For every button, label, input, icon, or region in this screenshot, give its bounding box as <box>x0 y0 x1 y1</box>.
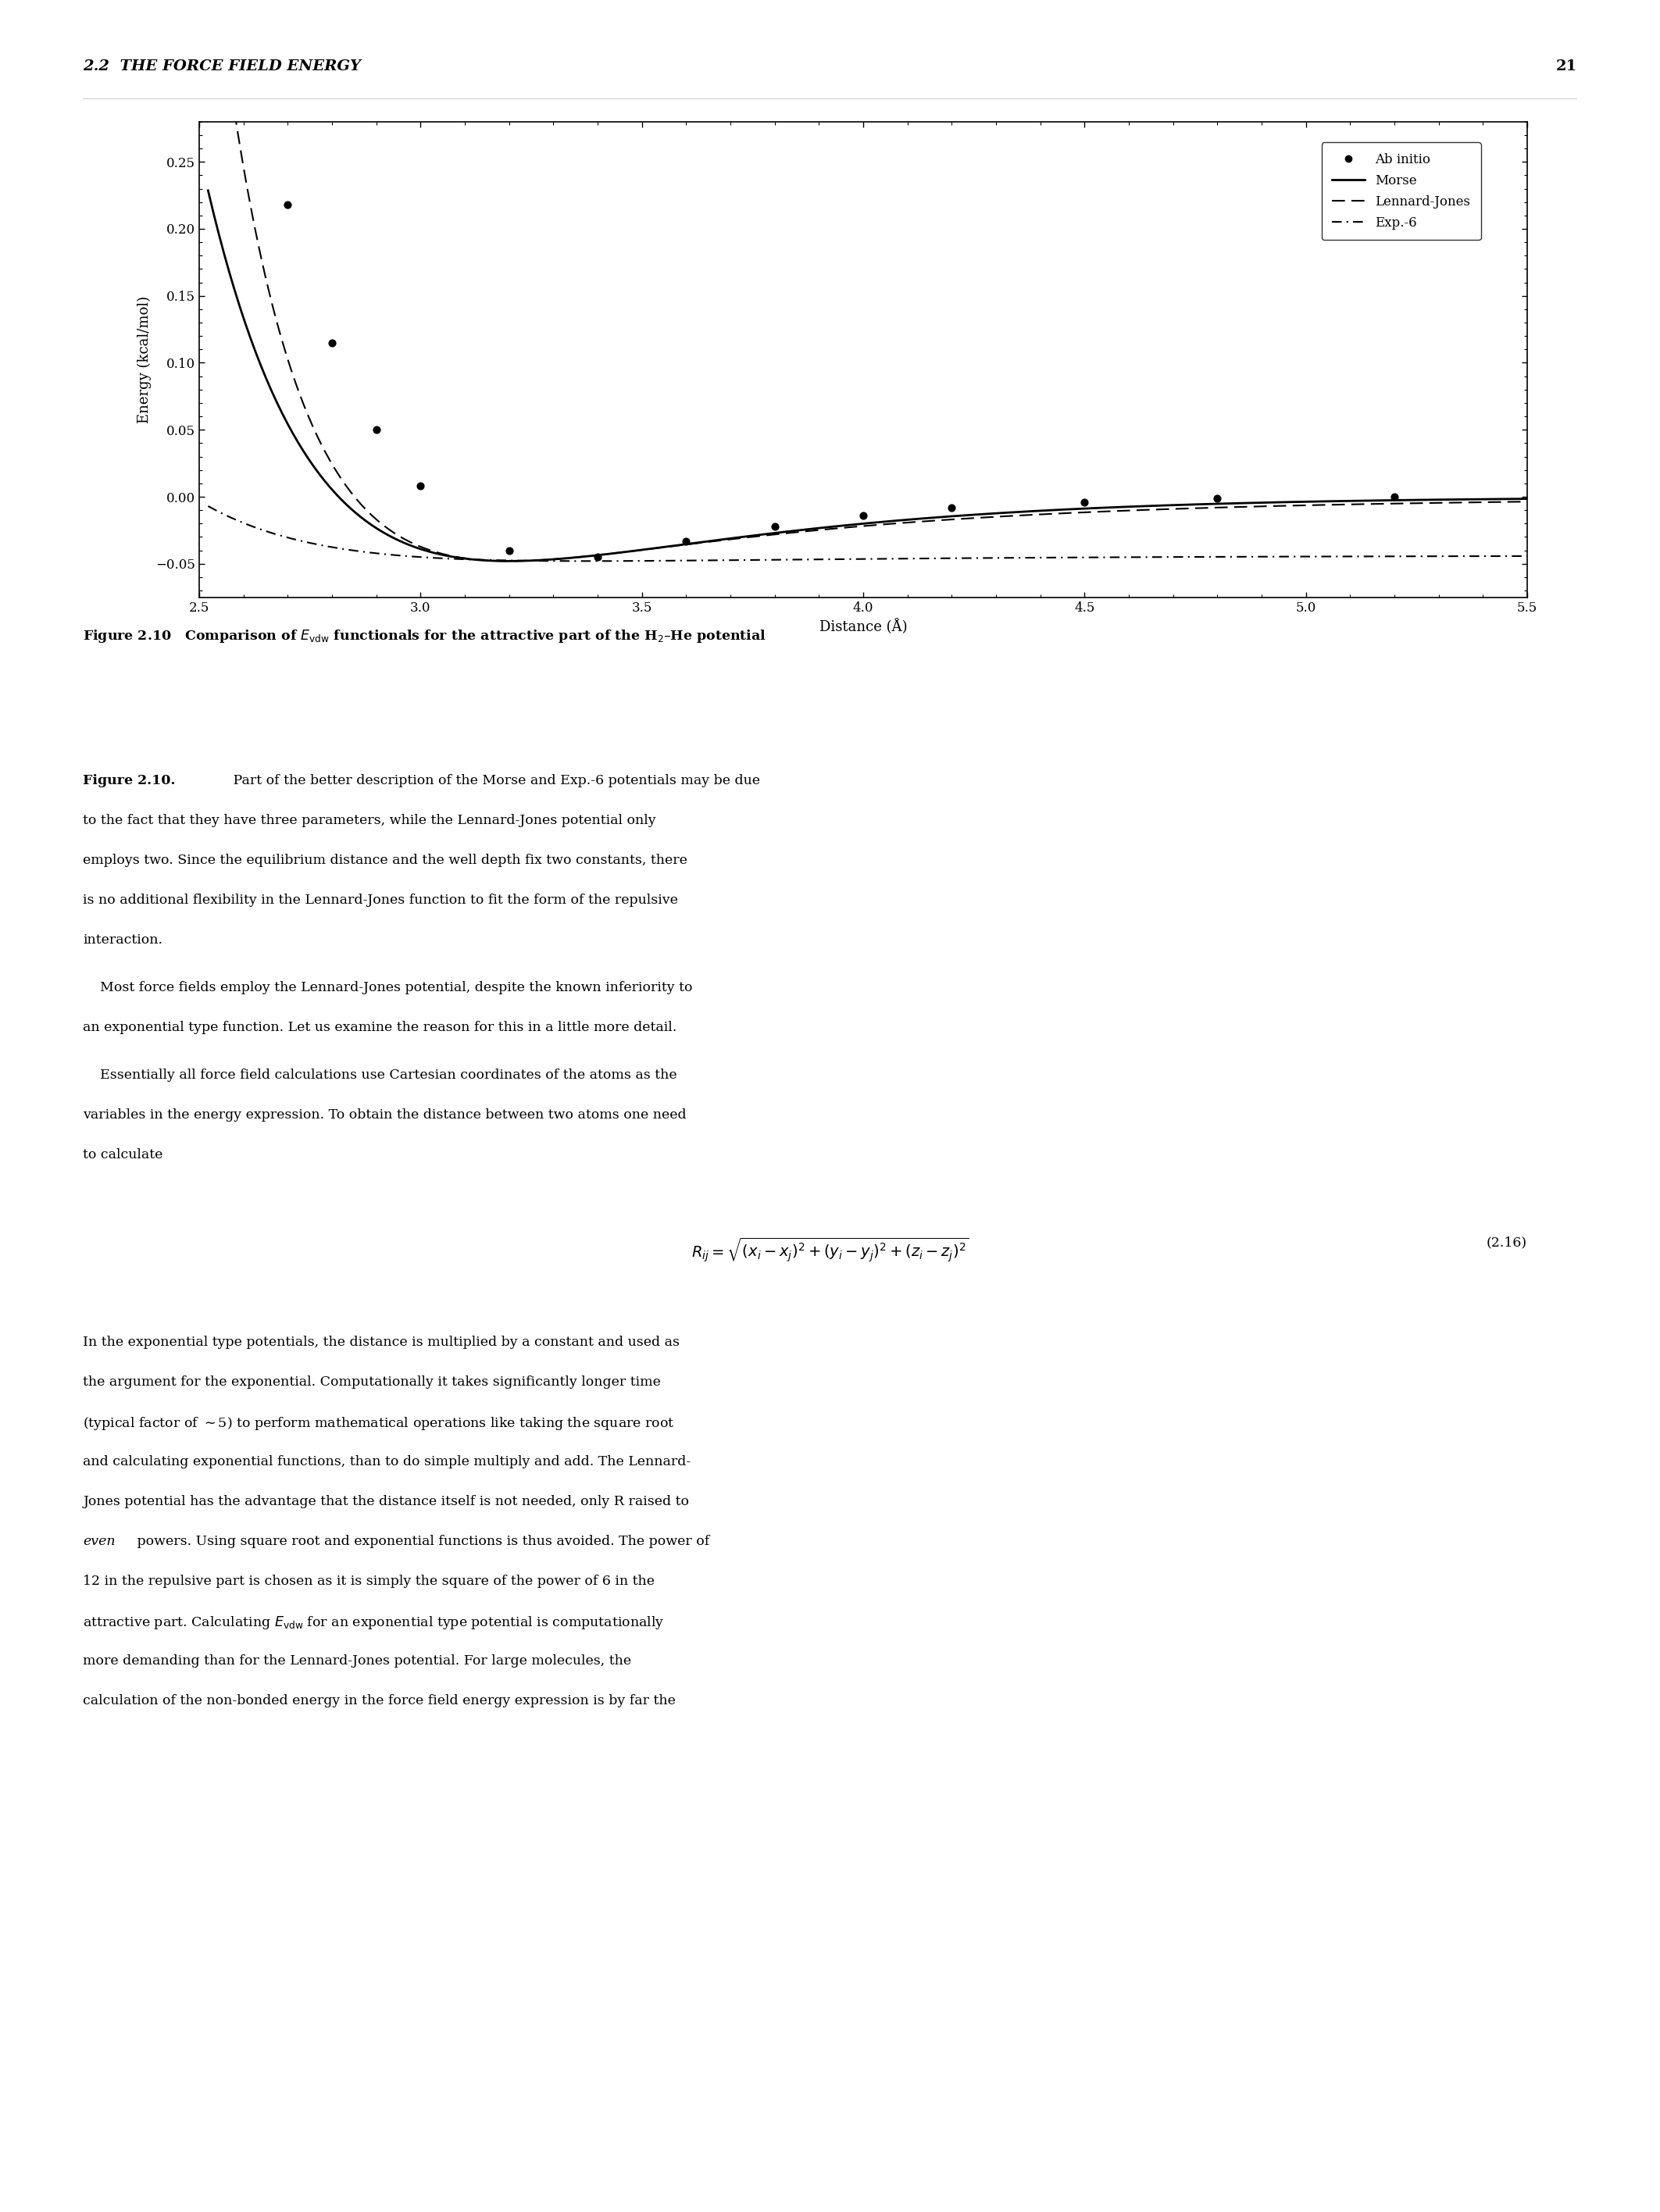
Point <box>364 411 390 447</box>
Text: more demanding than for the Lennard-Jones potential. For large molecules, the: more demanding than for the Lennard-Jone… <box>83 1655 631 1668</box>
Legend: Ab initio, Morse, Lennard-Jones, Exp.-6: Ab initio, Morse, Lennard-Jones, Exp.-6 <box>1321 142 1481 239</box>
Text: 2.2  THE FORCE FIELD ENERGY: 2.2 THE FORCE FIELD ENERGY <box>83 60 360 73</box>
Text: powers. Using square root and exponential functions is thus avoided. The power o: powers. Using square root and exponentia… <box>133 1535 709 1548</box>
Point <box>1071 484 1097 520</box>
Point <box>850 498 876 533</box>
Point <box>407 469 433 504</box>
Text: Part of the better description of the Morse and Exp.-6 potentials may be due: Part of the better description of the Mo… <box>229 774 760 787</box>
Text: Essentially all force field calculations use Cartesian coordinates of the atoms : Essentially all force field calculations… <box>83 1068 677 1082</box>
Text: Jones potential has the advantage that the distance itself is not needed, only R: Jones potential has the advantage that t… <box>83 1495 689 1509</box>
Point <box>762 509 788 544</box>
Text: (typical factor of $\sim$5) to perform mathematical operations like taking the s: (typical factor of $\sim$5) to perform m… <box>83 1416 674 1431</box>
Text: 21: 21 <box>1555 60 1577 73</box>
Text: attractive part. Calculating $E_{\rm vdw}$ for an exponential type potential is : attractive part. Calculating $E_{\rm vdw… <box>83 1615 664 1630</box>
Text: 12 in the repulsive part is chosen as it is simply the square of the power of 6 : 12 in the repulsive part is chosen as it… <box>83 1575 654 1588</box>
Point <box>1381 480 1408 515</box>
Point <box>584 540 611 575</box>
Text: $R_{ij} = \sqrt{\left(x_i - x_j\right)^2 + \left(y_i - y_j\right)^2 + \left(z_i : $R_{ij} = \sqrt{\left(x_i - x_j\right)^2… <box>691 1237 969 1263</box>
Text: employs two. Since the equilibrium distance and the well depth fix two constants: employs two. Since the equilibrium dista… <box>83 854 687 867</box>
Text: to the fact that they have three parameters, while the Lennard-Jones potential o: to the fact that they have three paramet… <box>83 814 656 827</box>
Text: In the exponential type potentials, the distance is multiplied by a constant and: In the exponential type potentials, the … <box>83 1336 681 1349</box>
Text: even: even <box>83 1535 116 1548</box>
X-axis label: Distance (Å): Distance (Å) <box>820 619 906 635</box>
Text: (2.16): (2.16) <box>1486 1237 1527 1250</box>
Text: Figure 2.10   Comparison of $E_{\rm vdw}$ functionals for the attractive part of: Figure 2.10 Comparison of $E_{\rm vdw}$ … <box>83 628 767 644</box>
Point <box>496 533 523 568</box>
Text: Figure 2.10.: Figure 2.10. <box>83 774 176 787</box>
Text: the argument for the exponential. Computationally it takes significantly longer : the argument for the exponential. Comput… <box>83 1376 661 1389</box>
Text: an exponential type function. Let us examine the reason for this in a little mor: an exponential type function. Let us exa… <box>83 1022 677 1035</box>
Text: to calculate: to calculate <box>83 1148 163 1161</box>
Point <box>319 325 345 361</box>
Point <box>1204 480 1230 515</box>
Y-axis label: Energy (kcal/mol): Energy (kcal/mol) <box>138 296 151 422</box>
Text: interaction.: interaction. <box>83 933 163 947</box>
Point <box>938 489 964 524</box>
Text: calculation of the non-bonded energy in the force field energy expression is by : calculation of the non-bonded energy in … <box>83 1694 676 1708</box>
Text: and calculating exponential functions, than to do simple multiply and add. The L: and calculating exponential functions, t… <box>83 1455 691 1469</box>
Point <box>274 188 300 223</box>
Point <box>672 524 699 560</box>
Text: variables in the energy expression. To obtain the distance between two atoms one: variables in the energy expression. To o… <box>83 1108 687 1121</box>
Text: is no additional flexibility in the Lennard-Jones function to fit the form of th: is no additional flexibility in the Lenn… <box>83 894 679 907</box>
Text: Most force fields employ the Lennard-Jones potential, despite the known inferior: Most force fields employ the Lennard-Jon… <box>83 982 692 995</box>
